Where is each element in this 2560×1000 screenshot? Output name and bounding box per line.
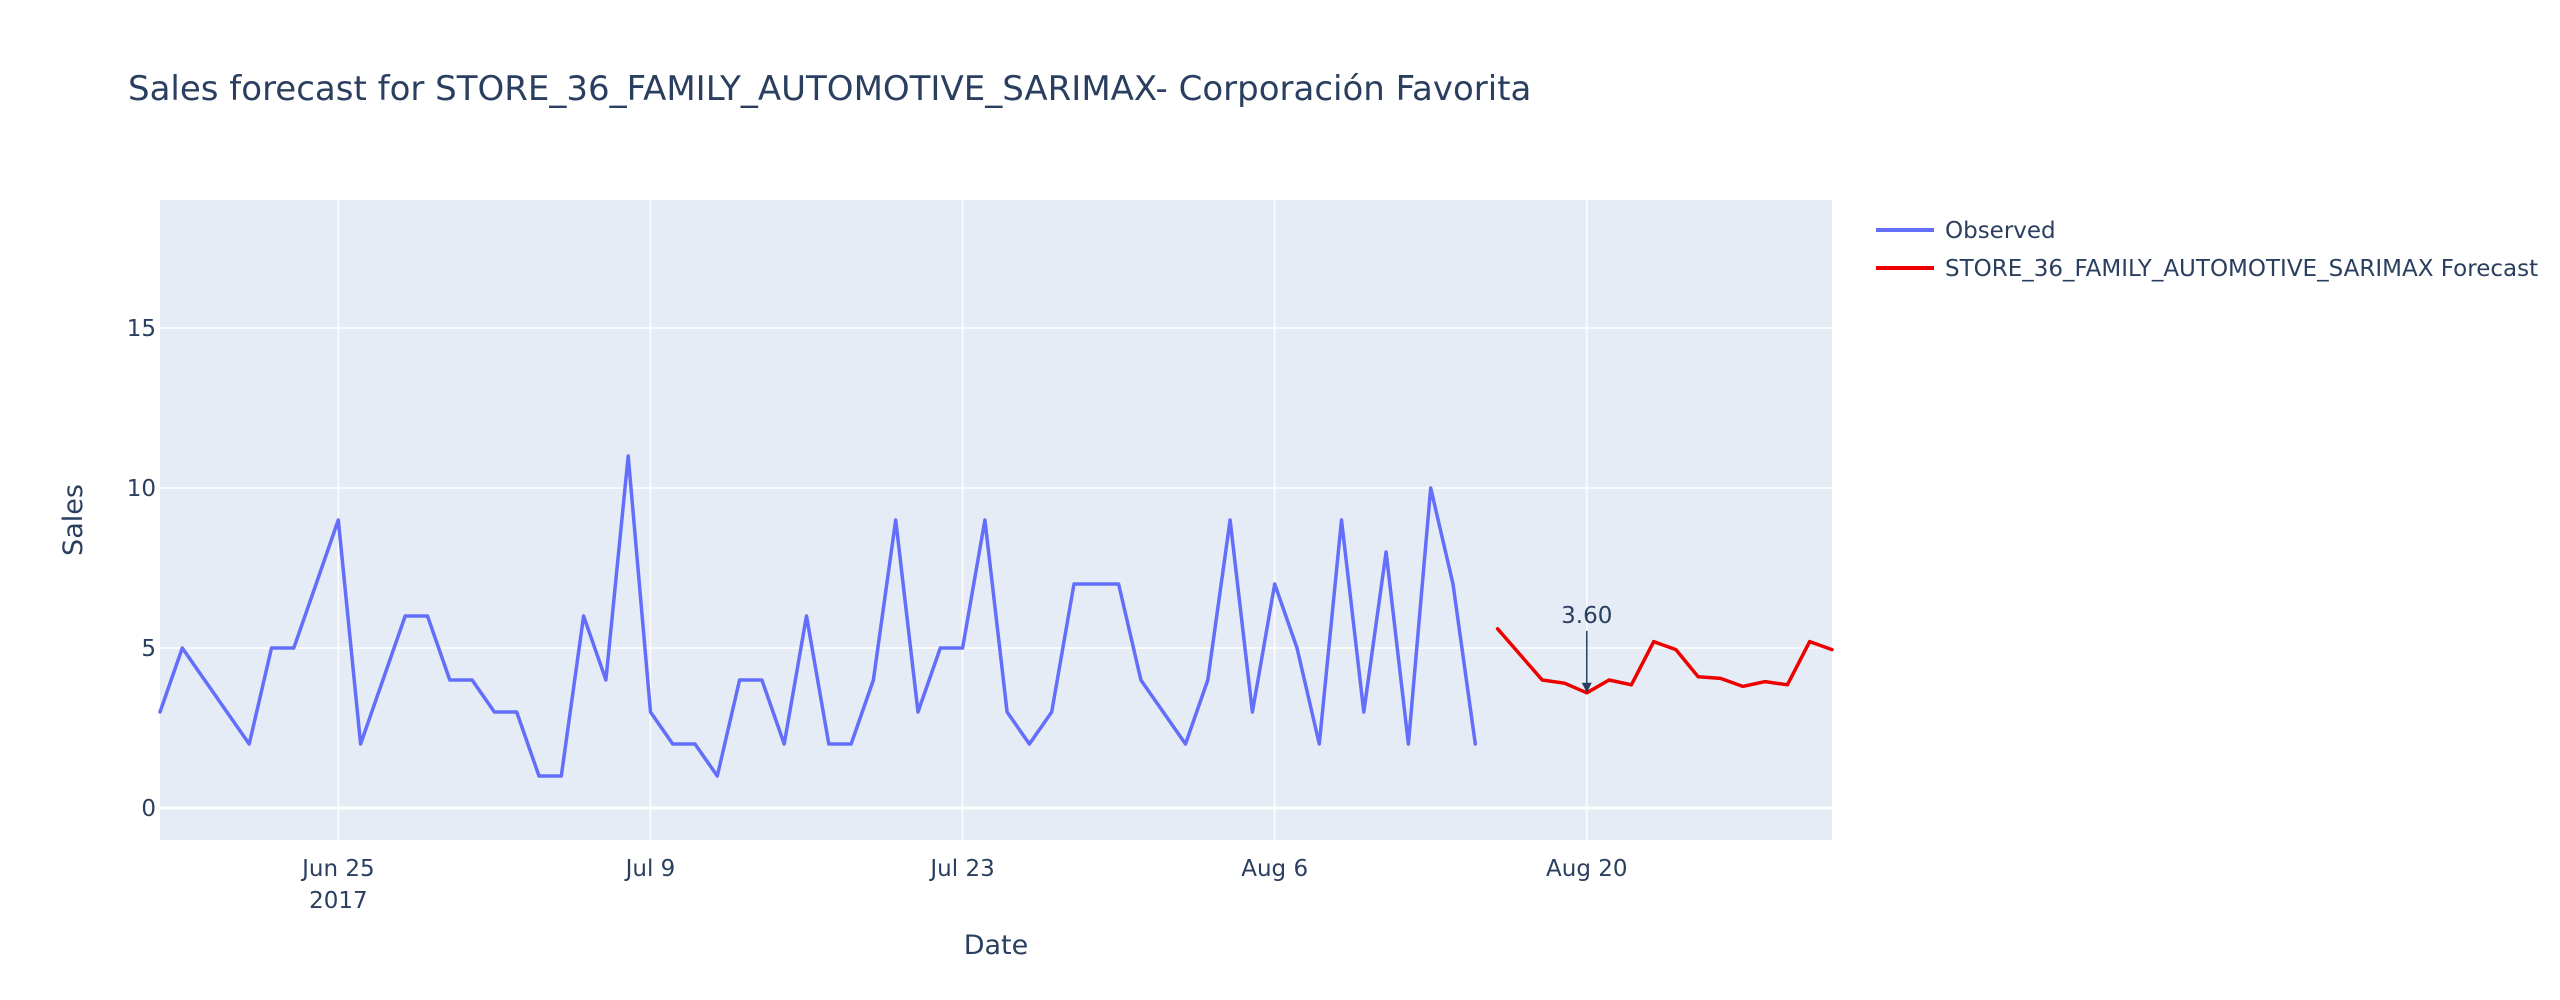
- x-tick-label: Aug 6: [1241, 856, 1308, 882]
- x-tick-label: Jun 25: [300, 856, 375, 882]
- series-lines: [158, 454, 1834, 778]
- plot-background: [160, 200, 1832, 840]
- y-tick-label: 15: [127, 316, 156, 342]
- annotation-label: 3.60: [1561, 603, 1612, 629]
- annotation-arrow-head: [1581, 682, 1592, 693]
- legend[interactable]: Observed STORE_36_FAMILY_AUTOMOTIVE_SARIM…: [1876, 218, 2538, 282]
- legend-item-observed[interactable]: Observed: [1876, 218, 2056, 244]
- x-tick-label: Aug 20: [1546, 856, 1628, 882]
- x-tick-label: Jul 9: [624, 856, 676, 882]
- chart-title: Sales forecast for STORE_36_FAMILY_AUTOM…: [128, 69, 1531, 109]
- legend-item-forecast[interactable]: STORE_36_FAMILY_AUTOMOTIVE_SARIMAX Forec…: [1876, 256, 2538, 282]
- x-axis-ticks: Jun 25 2017 Jul 9 Jul 23 Aug 6 Aug 20: [300, 856, 1627, 914]
- x-tick-label: Jul 23: [928, 856, 994, 882]
- observed-series-line: [158, 454, 1478, 778]
- x-tick-sublabel: 2017: [309, 888, 368, 914]
- annotations: 3.60: [1561, 603, 1612, 693]
- y-axis-ticks: 0 5 10 15: [127, 316, 156, 822]
- legend-label: STORE_36_FAMILY_AUTOMOTIVE_SARIMAX Forec…: [1945, 256, 2538, 282]
- forecast-series-line: [1495, 627, 1834, 695]
- y-axis-title: Sales: [58, 484, 89, 556]
- y-tick-label: 10: [127, 476, 156, 502]
- x-axis-title: Date: [964, 930, 1029, 961]
- legend-label: Observed: [1945, 218, 2056, 244]
- y-tick-label: 5: [141, 636, 156, 662]
- y-tick-label: 0: [141, 796, 156, 822]
